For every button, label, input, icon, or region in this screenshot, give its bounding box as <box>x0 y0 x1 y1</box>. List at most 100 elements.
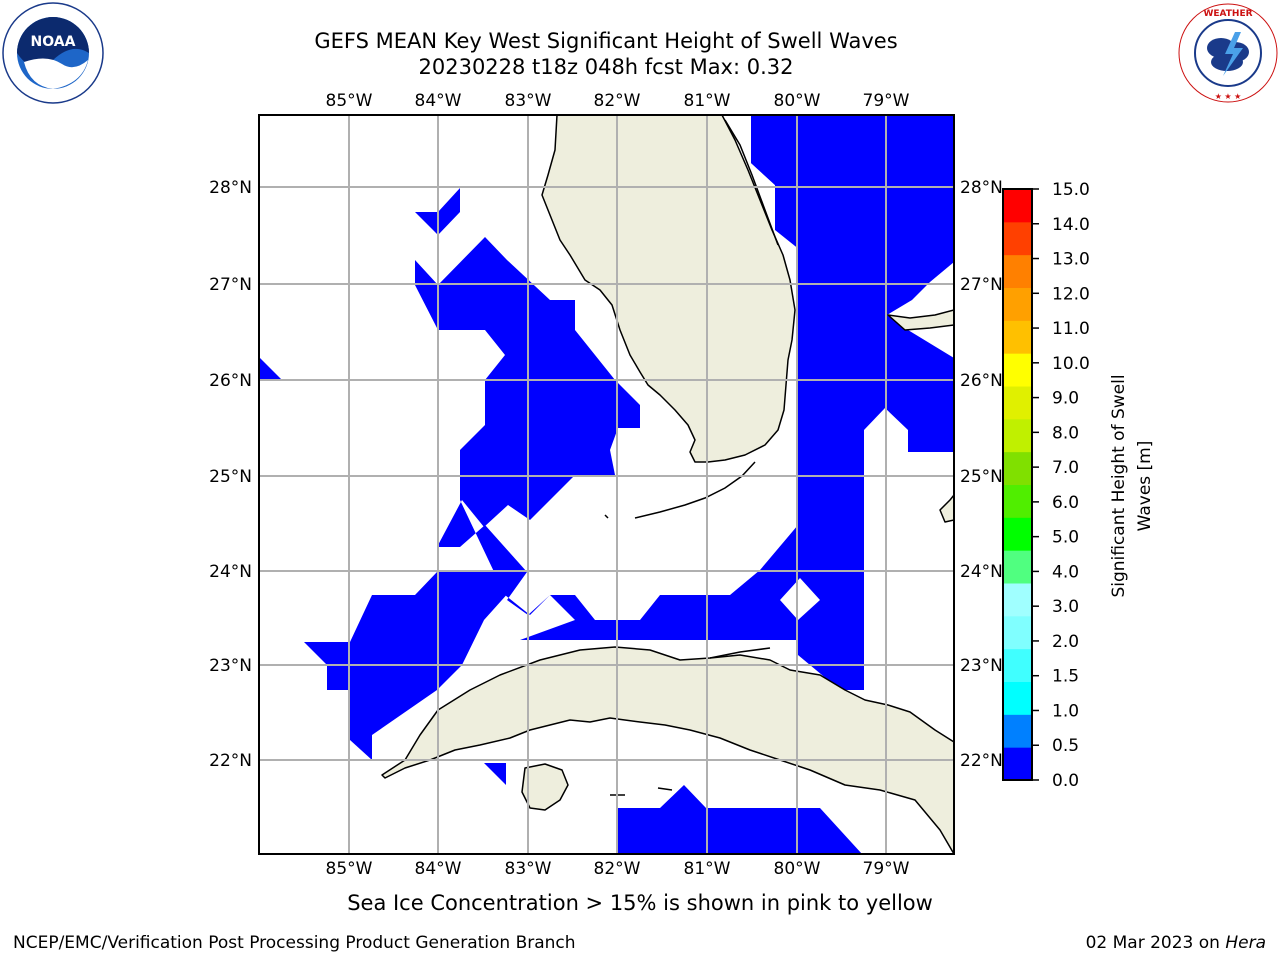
footer-machine: Hera <box>1225 933 1266 953</box>
colorbar-tick-label: 10.0 <box>1052 354 1090 374</box>
colorbar-tick-label: 3.0 <box>1052 597 1079 617</box>
lon-labels-top: 85°W 84°W 83°W 82°W 81°W 80°W 79°W <box>326 91 910 111</box>
colorbar-tick-label: 8.0 <box>1052 423 1079 443</box>
lat-label-left: 27°N <box>209 275 252 295</box>
colorbar-tick-label: 0.5 <box>1052 736 1079 756</box>
colorbar-tick-label: 11.0 <box>1052 319 1090 339</box>
swell-area-cape-canaveral <box>751 115 800 250</box>
bahamas-grand <box>887 309 954 331</box>
cuba-north-cays <box>709 647 771 659</box>
colorbar-bin <box>1003 254 1032 288</box>
cuba <box>381 646 954 854</box>
sea-ice-note: Sea Ice Concentration > 15% is shown in … <box>347 891 933 915</box>
lat-label-left: 23°N <box>209 656 252 676</box>
colorbar-frame <box>1002 188 1033 781</box>
lon-label-bottom: 84°W <box>415 859 462 879</box>
footer-date-text: 02 Mar 2023 on <box>1085 933 1226 953</box>
colorbar-bin <box>1003 648 1032 682</box>
lon-label-top: 82°W <box>594 91 641 111</box>
lat-label-right: 28°N <box>960 178 1003 198</box>
colorbar-tick-label: 1.0 <box>1052 701 1079 721</box>
colorbar-bin <box>1003 418 1032 453</box>
lon-label-bottom: 79°W <box>863 859 910 879</box>
bahamas-andros <box>939 494 954 523</box>
colorbar-bin <box>1003 386 1032 420</box>
lat-labels-right: 28°N 27°N 26°N 25°N 24°N 23°N 22°N <box>960 178 1003 771</box>
lon-label-top: 83°W <box>505 91 552 111</box>
colorbar-tick-label: 1.5 <box>1052 667 1079 687</box>
lon-label-bottom: 81°W <box>684 859 731 879</box>
title-line-2: 20230228 t18z 048h fcst Max: 0.32 <box>418 55 794 79</box>
lat-labels-left: 28°N 27°N 26°N 25°N 24°N 23°N 22°N <box>209 178 252 771</box>
lon-label-bottom: 85°W <box>326 859 373 879</box>
footer-date: 02 Mar 2023 on Hera <box>1086 933 1266 953</box>
colorbar-bin <box>1003 320 1032 354</box>
isle-of-youth <box>521 763 569 811</box>
lon-label-top: 80°W <box>774 91 821 111</box>
swell-area-west-edge <box>259 357 282 380</box>
swell-area-isle-youth <box>484 763 506 785</box>
svg-text:★ ★ ★: ★ ★ ★ <box>1215 92 1242 101</box>
lon-label-top: 85°W <box>326 91 373 111</box>
colorbar-tick-label: 0.0 <box>1052 771 1079 791</box>
colorbar-bin <box>1003 714 1032 748</box>
footer-credit: NCEP/EMC/Verification Post Processing Pr… <box>13 933 576 953</box>
colorbar-bin <box>1003 681 1032 715</box>
swell-area-cuba-south <box>618 785 862 854</box>
lat-label-left: 22°N <box>209 751 252 771</box>
colorbar-bin <box>1003 451 1032 485</box>
colorbar-bin <box>1003 550 1032 584</box>
key-west-islet <box>604 514 609 519</box>
lat-label-left: 24°N <box>209 562 252 582</box>
colorbar: 15.0 14.0 13.0 12.0 11.0 10.0 9.0 8.0 7.0 6.0 5.0 4… <box>1002 180 1090 791</box>
colorbar-tick-label: 6.0 <box>1052 493 1079 513</box>
colorbar-label: Significant Height of Swell Waves [m] <box>1109 374 1155 597</box>
lat-label-right: 27°N <box>960 275 1003 295</box>
colorbar-bin <box>1003 615 1032 650</box>
colorbar-bin <box>1003 287 1032 321</box>
chart-title: GEFS MEAN Key West Significant Height of… <box>200 28 1012 80</box>
colorbar-tick-label: 5.0 <box>1052 528 1079 548</box>
graticule <box>259 115 954 854</box>
noaa-logo-text: NOAA <box>31 34 76 50</box>
colorbar-bin <box>1003 353 1032 387</box>
lat-label-left: 26°N <box>209 371 252 391</box>
lat-label-right: 26°N <box>960 371 1003 391</box>
colorbar-tick-label: 14.0 <box>1052 215 1090 235</box>
colorbar-bin <box>1003 583 1032 617</box>
lat-label-right: 23°N <box>960 656 1003 676</box>
lat-label-left: 28°N <box>209 178 252 198</box>
florida-east-barrier <box>724 119 779 246</box>
title-line-1: GEFS MEAN Key West Significant Height of… <box>314 29 898 53</box>
lon-label-bottom: 80°W <box>774 859 821 879</box>
lon-labels-bottom: 85°W 84°W 83°W 82°W 81°W 80°W 79°W <box>326 859 910 879</box>
map-frame <box>258 114 955 855</box>
lat-label-left: 25°N <box>209 467 252 487</box>
colorbar-bin <box>1003 189 1032 223</box>
colorbar-tick-label: 7.0 <box>1052 458 1079 478</box>
colorbar-tick-label: 4.0 <box>1052 562 1079 582</box>
lat-label-right: 24°N <box>960 562 1003 582</box>
lon-label-bottom: 82°W <box>594 859 641 879</box>
colorbar-bin <box>1003 747 1032 781</box>
lon-label-top: 81°W <box>684 91 731 111</box>
lat-label-right: 25°N <box>960 467 1003 487</box>
colorbar-tick-label: 15.0 <box>1052 180 1090 200</box>
florida-peninsula <box>541 115 796 463</box>
lon-label-bottom: 83°W <box>505 859 552 879</box>
svg-text:WEATHER: WEATHER <box>1203 9 1252 19</box>
lon-label-top: 84°W <box>415 91 462 111</box>
nws-logo: WEATHER ★ ★ ★ <box>1178 3 1278 103</box>
swell-height-layer <box>259 115 954 854</box>
swell-area-north-gulf <box>415 188 460 235</box>
colorbar-bin <box>1003 221 1032 256</box>
land-layer <box>381 115 954 854</box>
lon-label-top: 79°W <box>863 91 910 111</box>
colorbar-tick-label: 2.0 <box>1052 632 1079 652</box>
noaa-logo: NOAA <box>2 2 104 104</box>
colorbar-tick-label: 9.0 <box>1052 389 1079 409</box>
colorbar-bin <box>1003 484 1032 518</box>
colorbar-tick-label: 12.0 <box>1052 284 1090 304</box>
lat-label-right: 22°N <box>960 751 1003 771</box>
